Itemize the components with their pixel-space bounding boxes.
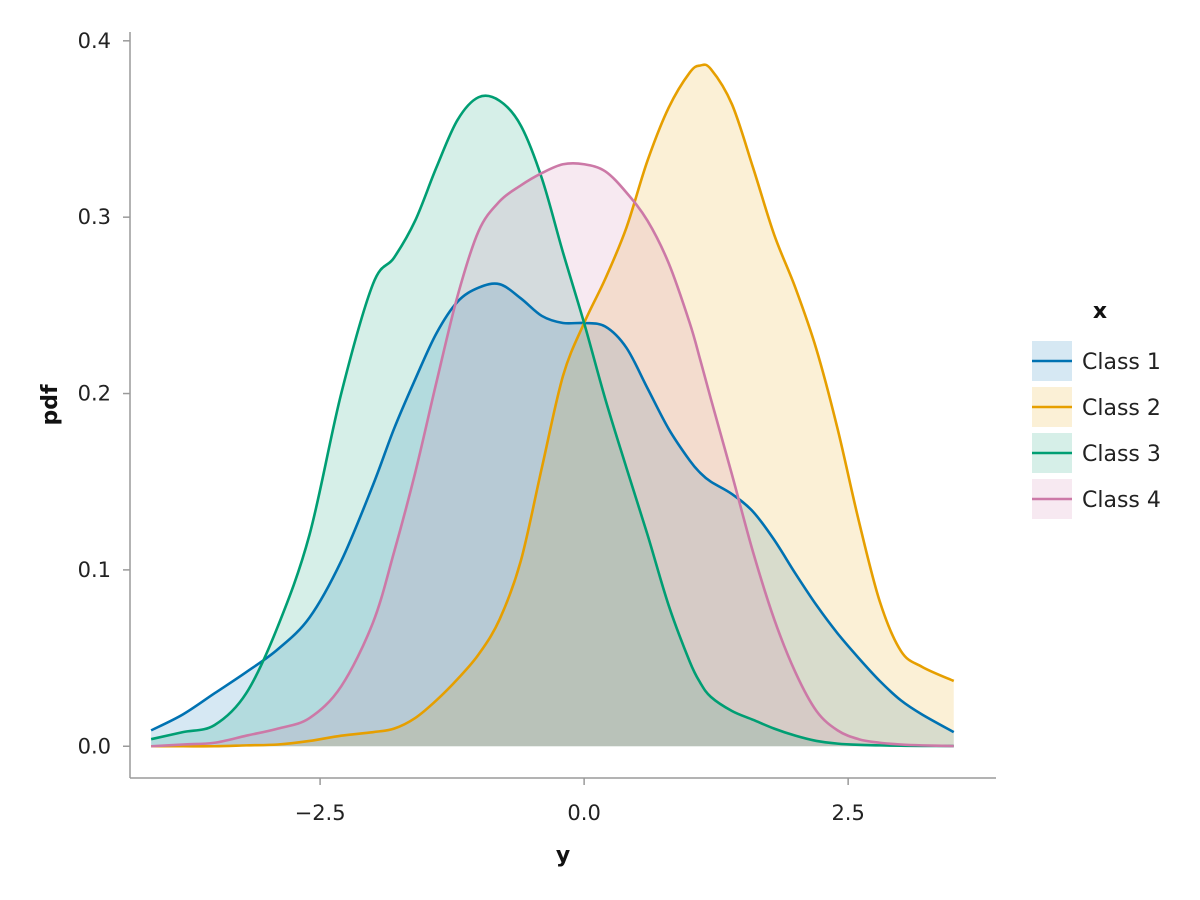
area-class-4 <box>151 163 954 747</box>
x-tick-label: −2.5 <box>295 801 346 825</box>
legend-label: Class 1 <box>1082 350 1161 375</box>
line-class-3 <box>150 94 954 748</box>
legend-item-class-2: Class 2 <box>1032 387 1161 427</box>
legend-item-class-4: Class 4 <box>1032 479 1161 519</box>
x-tick-label: 2.5 <box>831 801 864 825</box>
axes: y pdf <box>38 32 996 868</box>
legend-item-class-3: Class 3 <box>1032 433 1161 473</box>
y-tick-label: 0.2 <box>78 382 111 406</box>
y-axis-title: pdf <box>38 384 63 425</box>
y-tick-label: 0.4 <box>78 29 111 53</box>
legend: x Class 1 Class 2 Class 3 Class 4 <box>1032 299 1161 519</box>
legend-label: Class 3 <box>1082 442 1161 467</box>
line-class-1 <box>150 282 955 734</box>
y-tick-label: 0.1 <box>78 558 111 582</box>
area-class-1 <box>151 283 954 747</box>
ticks: −2.5 0.0 2.5 0.0 0.1 0.2 0.3 0.4 <box>78 29 865 825</box>
legend-label: Class 4 <box>1082 488 1161 513</box>
y-tick-label: 0.0 <box>78 734 111 758</box>
y-tick-label: 0.3 <box>78 205 111 229</box>
plot-area <box>150 63 955 748</box>
legend-title: x <box>1093 299 1107 324</box>
legend-item-class-1: Class 1 <box>1032 341 1161 381</box>
line-class-2 <box>151 63 955 748</box>
line-class-4 <box>151 161 954 748</box>
x-tick-label: 0.0 <box>567 801 600 825</box>
legend-label: Class 2 <box>1082 396 1161 421</box>
area-class-2 <box>151 64 954 747</box>
x-axis-title: y <box>556 843 570 868</box>
